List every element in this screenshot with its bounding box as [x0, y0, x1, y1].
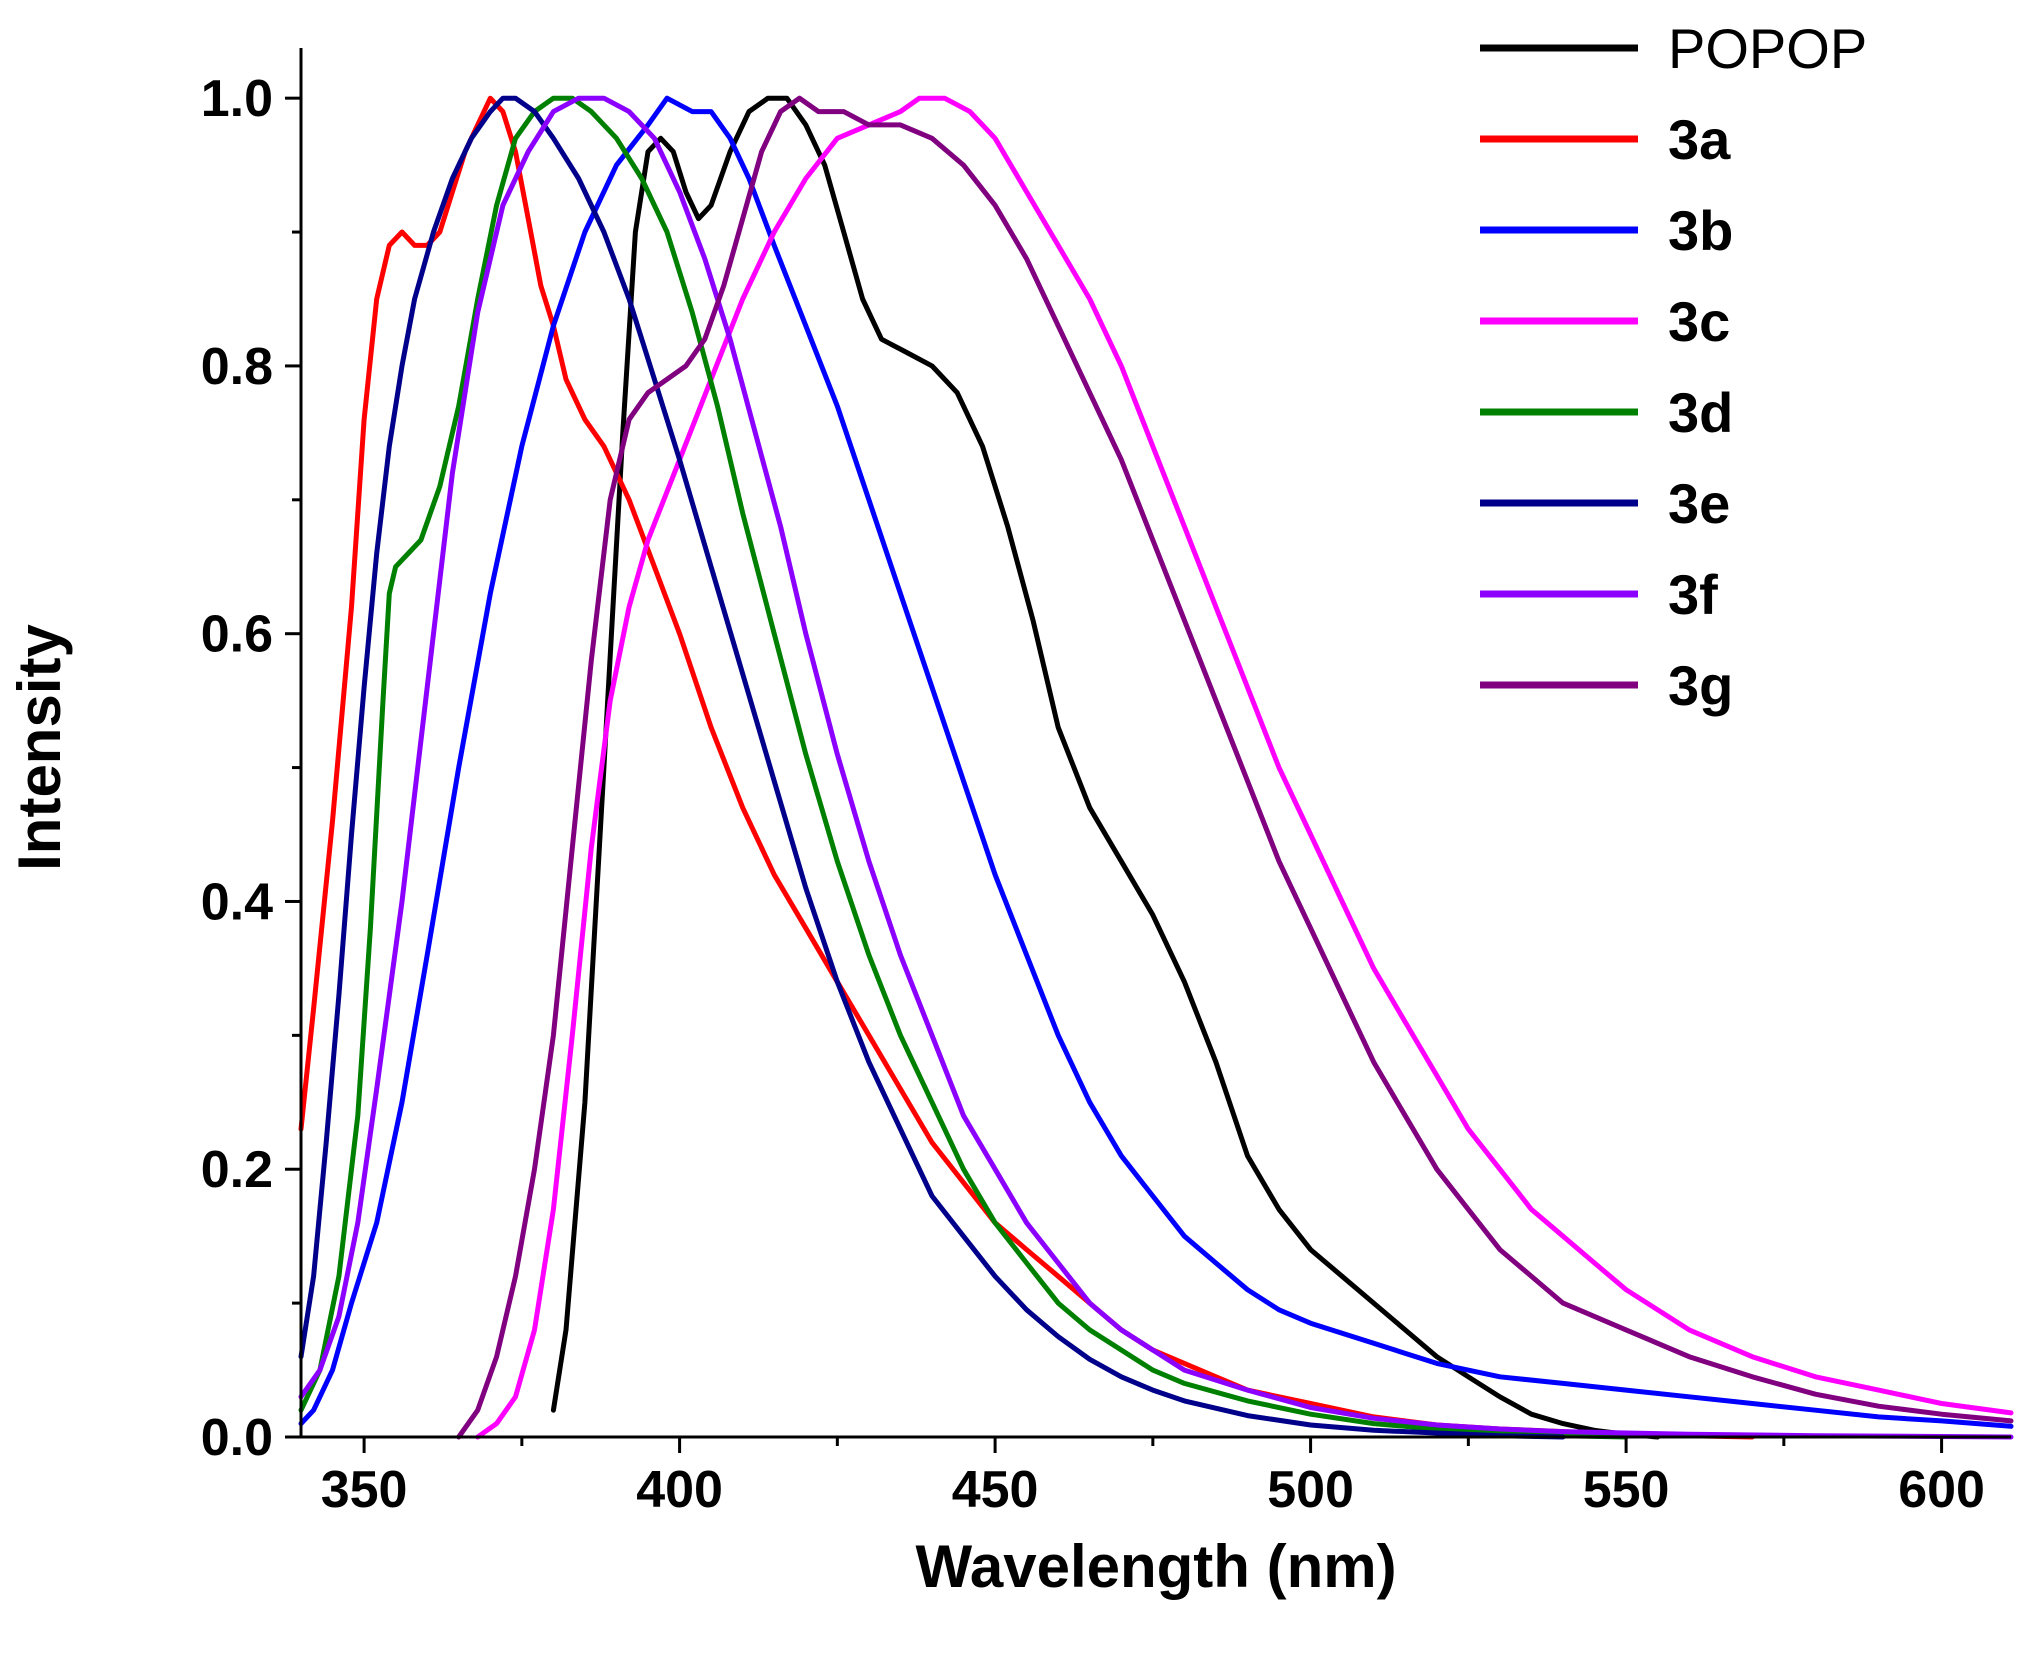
series-line-3g [456, 95, 2014, 1440]
series-line-3f [298, 95, 2014, 1440]
x-tick-label: 350 [321, 1461, 408, 1519]
y-tick-label: 0.8 [201, 338, 273, 396]
x-tick-label: 600 [1898, 1461, 1985, 1519]
y-tick-label: 0.0 [201, 1409, 273, 1467]
x-tick-label: 450 [952, 1461, 1039, 1519]
legend-label-3c: 3c [1668, 290, 1730, 353]
series-line-3b [298, 95, 2014, 1429]
y-tick-label: 1.0 [201, 70, 273, 128]
x-axis-title: Wavelength (nm) [915, 1533, 1396, 1600]
legend-label-3g: 3g [1668, 654, 1733, 717]
legend-label-3b: 3b [1668, 199, 1733, 262]
legend: POPOP 3a 3b 3c 3d 3e 3f 3g [1480, 17, 1867, 717]
y-tick-label: 0.6 [201, 606, 273, 664]
plot-area [298, 95, 2014, 1440]
legend-label-3a: 3a [1668, 108, 1731, 171]
legend-label-3d: 3d [1668, 381, 1733, 444]
series-line-3a [298, 95, 1755, 1440]
legend-label-3e: 3e [1668, 472, 1730, 535]
series-line-3d [298, 95, 1629, 1440]
series-line-3c [475, 95, 2014, 1440]
x-tick-label: 500 [1267, 1461, 1354, 1519]
x-tick-label: 550 [1583, 1461, 1670, 1519]
y-tick-label: 0.2 [201, 1141, 273, 1199]
legend-label-popop: POPOP [1668, 17, 1867, 80]
x-tick-label: 400 [636, 1461, 723, 1519]
x-ticks: 350 400 450 500 550 600 [321, 1437, 1985, 1519]
axes: 350 400 450 500 550 600 0.0 0.2 0.4 0.6 0.8 1.0 [201, 48, 2011, 1519]
series-line-popop [550, 95, 1661, 1440]
y-axis-title: Intensity [6, 624, 73, 871]
series-line-3e [298, 95, 1566, 1440]
y-tick-label: 0.4 [201, 873, 273, 931]
y-ticks: 0.0 0.2 0.4 0.6 0.8 1.0 [201, 70, 301, 1467]
legend-label-3f: 3f [1668, 563, 1718, 626]
